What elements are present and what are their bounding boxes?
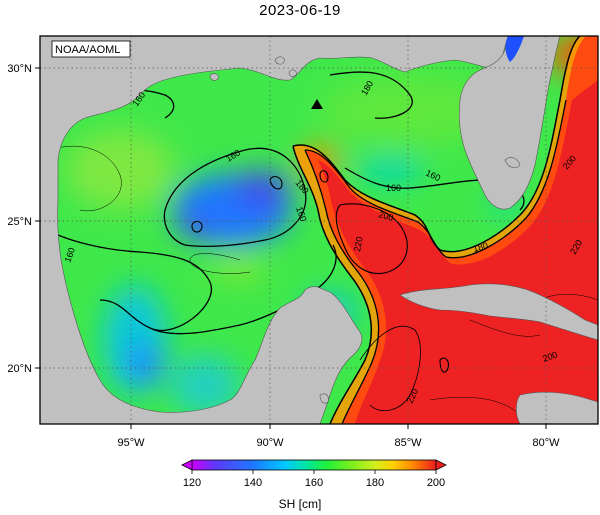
page-title: 2023-06-19: [259, 2, 341, 19]
lon-tick-label: 90°W: [256, 437, 284, 449]
contour-label: 220: [352, 236, 364, 253]
lat-tick-label: 25°N: [7, 216, 32, 228]
colorbar-tick-label: 160: [305, 477, 323, 489]
colorbar-gradient: [191, 459, 437, 471]
contour-label: 160: [62, 246, 77, 264]
contour-label: 200: [377, 209, 394, 223]
lon-tick-label: 85°W: [394, 437, 422, 449]
colorbar-tick-label: 180: [366, 477, 384, 489]
lat-tick-label: 30°N: [7, 63, 32, 75]
credit-label: NOAA/AOML: [55, 44, 120, 56]
map-frame: [39, 35, 599, 425]
credit-box: [51, 40, 131, 58]
colorbar-tick-label: 140: [244, 477, 262, 489]
colorbar-max-arrow: [435, 459, 447, 471]
colorbar: 120 140 160 180 200: [181, 459, 447, 489]
contour-labels: 160 160 160 160 160 160 180 180 180 200 …: [62, 79, 584, 405]
contour-label: 160: [386, 183, 401, 193]
sea-height-field: [40, 36, 598, 424]
land: [40, 36, 598, 424]
lon-tick-label: 95°W: [117, 437, 145, 449]
contour-label: 200: [541, 349, 559, 364]
contour-lines: [49, 36, 598, 424]
lat-tick-labels: 30°N 25°N 20°N: [7, 63, 32, 375]
lon-tick-labels: 95°W 90°W 85°W 80°W: [117, 437, 560, 449]
lon-tick-label: 80°W: [532, 437, 560, 449]
gridlines: [40, 36, 598, 424]
colorbar-tick-label: 120: [183, 477, 201, 489]
colorbar-unit-label: SH [cm]: [278, 497, 322, 511]
colorbar-tick-label: 200: [427, 477, 445, 489]
colorbar-min-arrow: [181, 459, 193, 471]
triangle-marker: [311, 99, 323, 109]
contour-label: 160: [294, 205, 309, 223]
cold-anomaly: [505, 36, 524, 62]
contour-label: 180: [472, 240, 489, 254]
lat-tick-label: 20°N: [7, 363, 32, 375]
axis-ticks: [35, 67, 547, 429]
